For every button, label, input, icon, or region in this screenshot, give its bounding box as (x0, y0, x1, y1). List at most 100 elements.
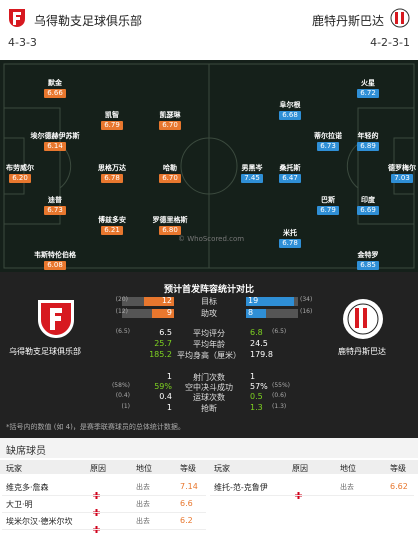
home-season: (6.5) (115, 328, 130, 335)
away-value: 6.8 (250, 328, 263, 337)
home-logo-large (38, 300, 74, 338)
rating: 6.62 (390, 482, 408, 491)
column-header: 地位 (340, 464, 356, 473)
away-logo-large (343, 299, 383, 339)
player-name: 年轻的 (357, 132, 379, 140)
absences-title: 缺席球员 (6, 446, 46, 457)
player-name: 凯瑟琳 (159, 111, 181, 119)
player-rating: 7.45 (241, 174, 263, 183)
player-name: 布劳威尔 (6, 164, 34, 172)
watermark: © WhoScored.com (178, 235, 245, 243)
player: 埃米尔汉·德米尔坎 (6, 517, 73, 526)
player: 大卫·明 (6, 500, 33, 509)
column-header: 等级 (180, 464, 196, 473)
stat-label: 抢断 (201, 404, 217, 413)
column-header: 原因 (90, 464, 106, 473)
player-rating: 6.72 (357, 89, 379, 98)
player-name: 博兹多安 (98, 216, 126, 224)
column-header: 玩家 (6, 464, 22, 473)
home-bar (151, 309, 174, 318)
away-logo (390, 8, 410, 28)
stat-label: 射门次数 (193, 373, 225, 382)
status: 出去 (340, 483, 354, 491)
row-divider (210, 495, 414, 496)
row-divider (2, 512, 206, 513)
header: 乌得勒支足球俱乐部 4-3-3 鹿特丹斯巴达 4-2-3-1 (0, 0, 418, 60)
away-season: (6.5) (272, 328, 287, 335)
player-name: 凯智 (105, 111, 119, 119)
player-rating: 6.80 (159, 226, 181, 235)
player-rating: 6.79 (317, 206, 339, 215)
player-rating: 6.89 (357, 142, 379, 151)
rating: 6.2 (180, 516, 193, 525)
player-name: 米托 (283, 229, 297, 237)
home-logo (9, 9, 25, 27)
injury-icon (93, 518, 100, 533)
home-bar (144, 297, 174, 306)
home-value: 12 (161, 296, 172, 305)
player-rating: 6.73 (44, 206, 66, 215)
stat-label: 平均年龄 (193, 340, 225, 349)
stat-label: 空中决斗成功 (185, 383, 233, 392)
home-value: 59% (154, 382, 172, 391)
player: 维托-范-克鲁伊 (214, 483, 268, 492)
away-value: 0.5 (250, 392, 263, 401)
away-name: 鹿特丹斯巴达 (311, 14, 384, 28)
player-rating: 6.20 (9, 174, 31, 183)
player-rating: 6.47 (279, 174, 301, 183)
away-value: 57% (250, 382, 268, 391)
player-rating: 6.14 (44, 142, 66, 151)
player-rating: 6.70 (159, 121, 181, 130)
player-rating: 6.08 (44, 261, 66, 270)
player-rating: 6.85 (357, 261, 379, 270)
home-value: 6.5 (159, 328, 172, 337)
row-divider (2, 529, 206, 530)
away-season: (34) (300, 296, 313, 303)
player-name: 印度 (361, 196, 375, 204)
status: 出去 (136, 500, 150, 508)
home-value: 9 (166, 308, 172, 317)
player-name: 罗德里格斯 (152, 216, 188, 224)
away-season: (0.6) (272, 392, 287, 399)
home-value: 1 (166, 372, 172, 381)
away-season: (1.3) (272, 403, 287, 410)
injury-icon (93, 484, 100, 499)
player-name: 金特罗 (357, 251, 379, 259)
home-team: 乌得勒支足球俱乐部 (9, 347, 81, 356)
player-name: 火星 (361, 79, 375, 87)
bar-label: 助攻 (201, 309, 217, 318)
home-value: 25.7 (154, 339, 172, 348)
home-formation: 4-3-3 (8, 36, 37, 49)
player-name: 迪普 (48, 196, 62, 204)
stat-label: 运球次数 (193, 393, 225, 402)
player-name: 巴斯 (321, 196, 335, 204)
away-value: 8 (248, 308, 254, 317)
pitch: © WhoScored.com 布劳威尔 6.20 默金 6.66 埃尔德赫伊苏斯 6.1… (0, 60, 418, 272)
player-rating: 6.73 (317, 142, 339, 151)
home-value: 1 (166, 403, 172, 412)
bar-track (246, 309, 298, 318)
player-name: 哈勒 (163, 164, 177, 172)
row-divider (2, 495, 206, 496)
column-header: 玩家 (214, 464, 230, 473)
home-season: (1) (121, 403, 131, 410)
home-season: (58%) (111, 382, 130, 389)
away-season: (16) (300, 308, 313, 315)
player-rating: 6.68 (279, 111, 301, 120)
player-rating: 6.78 (279, 239, 301, 248)
column-header: 等级 (390, 464, 406, 473)
status: 出去 (136, 483, 150, 491)
away-team: 鹿特丹斯巴达 (338, 347, 386, 356)
status: 出去 (136, 517, 150, 525)
footnote: *括号内的数值 (如 4)，是赛季联赛球员的总体统计数据。 (6, 423, 185, 431)
player-name: 韦斯特伦伯格 (34, 251, 76, 259)
player-rating: 6.66 (44, 89, 66, 98)
home-value: 185.2 (149, 350, 172, 359)
column-header: 原因 (292, 464, 308, 473)
player-name: 男黑岑 (241, 164, 263, 172)
rating: 6.6 (180, 499, 193, 508)
home-season: (20) (115, 296, 128, 303)
player: 维克多·詹森 (6, 483, 49, 492)
player-name: 蒂尔拉诺 (314, 132, 342, 140)
player-rating: 6.21 (101, 226, 123, 235)
